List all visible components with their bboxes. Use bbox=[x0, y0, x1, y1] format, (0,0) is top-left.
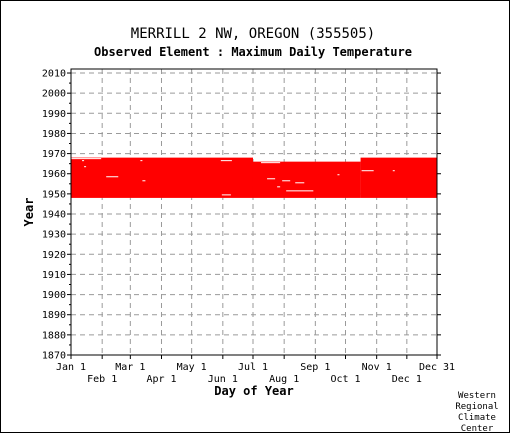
data-gap bbox=[84, 166, 87, 168]
x-tick-label: Feb 1 bbox=[87, 374, 117, 385]
x-tick-label: Apr 1 bbox=[146, 374, 176, 385]
y-tick-label: 1990 bbox=[42, 109, 66, 120]
y-tick-label: 1940 bbox=[42, 210, 66, 221]
y-tick-label: 1950 bbox=[42, 189, 66, 200]
data-gap bbox=[221, 194, 231, 196]
y-tick-label: 1980 bbox=[42, 129, 66, 140]
data-gap bbox=[82, 160, 85, 162]
data-gap bbox=[337, 174, 340, 176]
x-tick-label: May 1 bbox=[177, 362, 207, 373]
credit-line: Western bbox=[458, 391, 496, 401]
y-axis-ticks: 1870 1880 1890 1900 1910 1920 1930 1940 1950 1960… bbox=[42, 69, 441, 362]
x-tick-label: Jul 1 bbox=[238, 362, 268, 373]
data-gap bbox=[392, 170, 395, 172]
x-tick-label: Jan 1 bbox=[56, 362, 86, 373]
x-tick-label: Dec 31 bbox=[419, 362, 455, 373]
x-tick-label: Jun 1 bbox=[208, 374, 238, 385]
x-tick-label: Mar 1 bbox=[115, 362, 145, 373]
y-tick-label: 1920 bbox=[42, 250, 66, 261]
data-gap bbox=[267, 178, 276, 180]
credit-line: Climate bbox=[458, 413, 496, 423]
y-tick-label: 2010 bbox=[42, 69, 66, 80]
wrcc-credit: Western Regional Climate Center bbox=[455, 391, 498, 433]
y-tick-label: 1930 bbox=[42, 230, 66, 241]
x-tick-label: Dec 1 bbox=[392, 374, 422, 385]
data-band-segment bbox=[252, 161, 361, 198]
data-band-segment bbox=[360, 157, 437, 198]
y-tick-label: 1910 bbox=[42, 270, 66, 281]
x-tick-label: Oct 1 bbox=[330, 374, 360, 385]
y-axis-label: Year bbox=[22, 198, 36, 227]
y-tick-label: 2000 bbox=[42, 89, 66, 100]
grid-lines bbox=[71, 69, 437, 355]
data-gap bbox=[261, 162, 281, 164]
data-gap bbox=[361, 170, 374, 172]
x-axis-ticks: Jan 1 Mar 1 May 1 Jul 1 Sep 1 Nov 1 Dec 31 Feb … bbox=[56, 355, 455, 385]
data-band bbox=[71, 157, 437, 198]
y-tick-label: 1870 bbox=[42, 351, 66, 362]
y-tick-label: 1900 bbox=[42, 290, 66, 301]
data-gap bbox=[277, 186, 281, 188]
x-axis-label: Day of Year bbox=[214, 384, 293, 398]
x-tick-label: Aug 1 bbox=[269, 374, 299, 385]
data-gap bbox=[142, 180, 146, 182]
y-tick-label: 1880 bbox=[42, 330, 66, 341]
y-tick-label: 1890 bbox=[42, 310, 66, 321]
data-gap bbox=[140, 160, 143, 162]
chart-title: MERRILL 2 NW, OREGON (355505) bbox=[131, 26, 375, 42]
chart-subtitle: Observed Element : Maximum Daily Tempera… bbox=[94, 45, 412, 59]
plot-border bbox=[70, 68, 438, 356]
credit-line: Regional bbox=[455, 402, 498, 412]
y-tick-label: 1960 bbox=[42, 169, 66, 180]
x-tick-label: Sep 1 bbox=[300, 362, 330, 373]
data-gap bbox=[106, 176, 119, 178]
data-gap bbox=[220, 160, 232, 162]
x-tick-label: Nov 1 bbox=[362, 362, 392, 373]
data-gap bbox=[282, 180, 291, 182]
data-gap bbox=[286, 190, 314, 192]
y-tick-label: 1970 bbox=[42, 149, 66, 160]
data-gaps bbox=[71, 158, 395, 196]
data-gap bbox=[71, 158, 102, 160]
credit-line: Center bbox=[461, 424, 494, 433]
data-gap bbox=[295, 182, 305, 184]
data-band-segment bbox=[71, 157, 253, 198]
